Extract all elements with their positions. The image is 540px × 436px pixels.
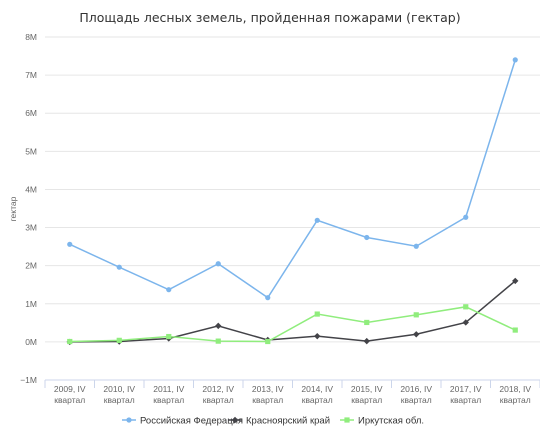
data-point[interactable] — [166, 333, 172, 340]
x-tick-label: 2015, IV — [351, 384, 383, 394]
x-tick-label: квартал — [401, 395, 432, 405]
x-tick-label: квартал — [54, 395, 85, 405]
data-point[interactable] — [413, 243, 419, 249]
data-point[interactable] — [512, 57, 518, 63]
data-point[interactable] — [67, 338, 73, 345]
data-point[interactable] — [413, 312, 419, 318]
data-point[interactable] — [215, 338, 221, 344]
grid-lines — [45, 36, 540, 381]
legend-label: Красноярский край — [246, 416, 330, 427]
y-tick-label: 5M — [25, 146, 37, 156]
data-point[interactable] — [314, 311, 320, 317]
data-point[interactable] — [265, 338, 271, 345]
x-tick-label: 2013, IV — [252, 384, 284, 394]
legend-symbol — [126, 417, 132, 423]
data-point[interactable] — [512, 277, 519, 285]
data-point[interactable] — [364, 234, 370, 241]
x-tick-label: 2018, IV — [499, 384, 531, 394]
x-tick-label: квартал — [302, 395, 333, 405]
series — [67, 57, 518, 301]
data-point[interactable] — [314, 332, 321, 340]
data-point[interactable] — [215, 322, 222, 330]
legend-item[interactable]: Красноярский край — [228, 416, 330, 427]
y-axis-ticks: −1M 0M 1M 2M 3M 4M 5M 6M 7M 8M — [20, 32, 37, 385]
legend-label: Иркутская обл. — [358, 416, 424, 427]
data-point[interactable] — [463, 214, 469, 220]
legend-item[interactable]: Российская Федерация — [122, 416, 243, 427]
data-point[interactable] — [265, 295, 271, 301]
x-tick-label: квартал — [203, 395, 234, 405]
y-tick-label: 8M — [25, 32, 37, 42]
series-line — [69, 280, 516, 343]
data-point[interactable] — [116, 337, 122, 343]
series — [66, 277, 519, 346]
y-tick-label: 0M — [25, 337, 37, 347]
legend-symbol — [231, 416, 239, 424]
x-tick-label: квартал — [351, 395, 382, 405]
x-tick-label: 2010, IV — [103, 384, 135, 394]
data-point[interactable] — [116, 264, 122, 270]
series-line — [69, 306, 516, 343]
series — [67, 304, 518, 345]
series-line — [69, 59, 516, 299]
data-point[interactable] — [364, 319, 370, 326]
data-point[interactable] — [462, 319, 469, 326]
x-tick-label: 2016, IV — [400, 384, 432, 394]
x-tick-label: 2012, IV — [202, 384, 234, 394]
data-point[interactable] — [463, 304, 469, 310]
data-point[interactable] — [67, 241, 73, 247]
legend-label: Российская Федерация — [140, 416, 243, 427]
data-point[interactable] — [215, 261, 221, 267]
legend: Российская Федерация Красноярский край Ирк… — [122, 416, 424, 427]
x-tick-label: квартал — [450, 395, 481, 405]
x-tick-label: 2017, IV — [450, 384, 482, 394]
y-tick-label: −1M — [20, 375, 37, 385]
legend-item[interactable]: Иркутская обл. — [340, 416, 424, 427]
data-point[interactable] — [413, 331, 420, 338]
x-tick-label: 2009, IV — [54, 384, 86, 394]
x-tick-label: квартал — [104, 395, 135, 405]
y-tick-label: 1M — [25, 299, 37, 309]
data-point[interactable] — [314, 217, 320, 223]
y-axis-label: гектар — [8, 196, 18, 221]
x-tick-label: 2011, IV — [153, 384, 184, 394]
data-point[interactable] — [166, 287, 172, 293]
y-tick-label: 7M — [25, 70, 37, 80]
x-tick-label: квартал — [153, 395, 184, 405]
data-point[interactable] — [363, 337, 370, 345]
series-layer — [66, 57, 519, 346]
legend-symbol — [344, 417, 350, 423]
y-tick-label: 3M — [25, 223, 37, 233]
data-point[interactable] — [512, 327, 518, 333]
chart-title: Площадь лесных земель, пройденная пожара… — [79, 10, 460, 25]
x-tick-label: квартал — [500, 395, 531, 405]
x-tick-label: 2014, IV — [301, 384, 333, 394]
y-tick-label: 2M — [25, 261, 37, 271]
y-tick-label: 4M — [25, 184, 37, 194]
y-tick-label: 6M — [25, 108, 37, 118]
x-tick-label: квартал — [252, 395, 283, 405]
